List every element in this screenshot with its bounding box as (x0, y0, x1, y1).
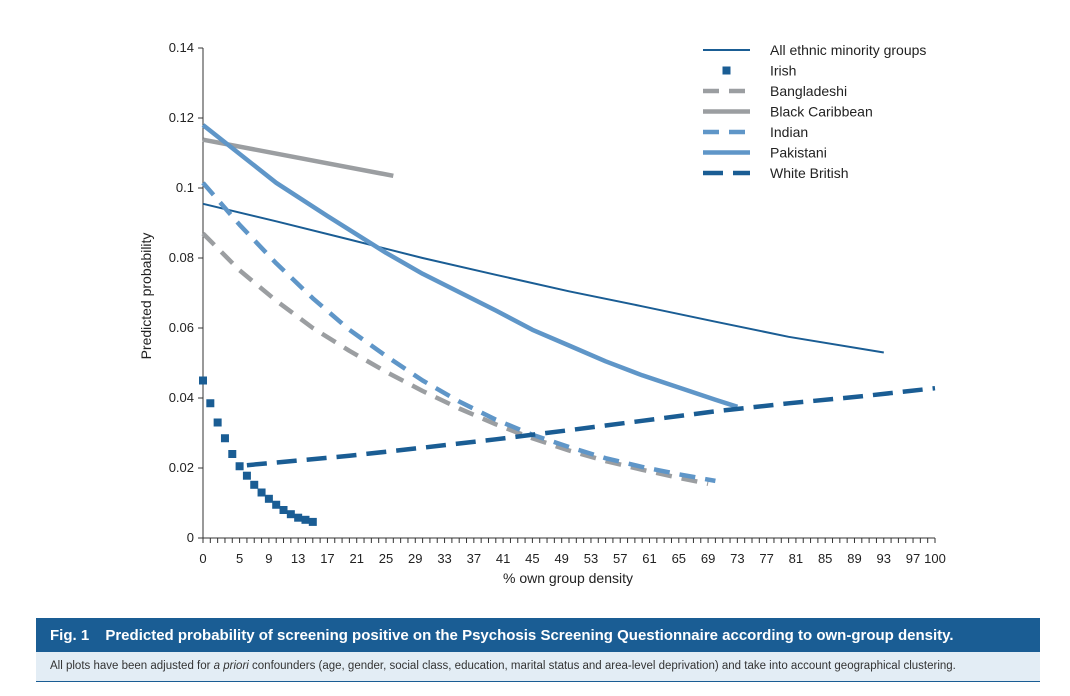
x-tick-label: 73 (730, 551, 744, 566)
data-point (242, 471, 251, 480)
x-tick-label: 33 (437, 551, 451, 566)
series-2 (201, 231, 709, 487)
x-tick-label: 5 (236, 551, 243, 566)
x-tick-label: 100 (924, 551, 946, 566)
y-tick-label: 0.04 (169, 390, 194, 405)
y-tick-label: 0.08 (169, 250, 194, 265)
data-point (235, 462, 244, 471)
x-tick-label: 57 (613, 551, 627, 566)
figure-note-italic: a priori (213, 660, 249, 672)
y-axis-label: Predicted probability (138, 233, 154, 360)
x-tick-label: 25 (379, 551, 393, 566)
y-tick-label: 0.06 (169, 320, 194, 335)
data-point (206, 399, 215, 408)
legend-item: Pakistani (703, 145, 827, 161)
data-point (220, 434, 229, 443)
figure-title: Predicted probability of screening posit… (105, 627, 954, 644)
x-tick-label: 97 (906, 551, 920, 566)
legend-swatch (722, 66, 731, 75)
figure-note: All plots have been adjusted for a prior… (36, 652, 1040, 682)
series-4 (201, 181, 716, 484)
x-tick-label: 37 (467, 551, 481, 566)
legend: All ethnic minority groups Irish Banglades… (703, 42, 926, 181)
x-tick-label: 45 (525, 551, 539, 566)
legend-label: Black Caribbean (770, 104, 873, 120)
legend-label: Bangladeshi (770, 83, 847, 99)
data-point (257, 488, 266, 497)
series-line (246, 385, 936, 468)
data-point (228, 450, 237, 458)
series-5 (201, 123, 739, 409)
x-tick-label: 81 (789, 551, 803, 566)
data-point (308, 517, 317, 526)
legend-item: Indian (703, 124, 808, 140)
legend-item: Irish (722, 63, 796, 79)
x-tick-label: 89 (847, 551, 861, 566)
figure-note-after: confounders (age, gender, social class, … (248, 660, 956, 672)
legend-label: White British (770, 165, 849, 181)
data-point (286, 510, 295, 519)
data-point (301, 515, 310, 524)
series-3 (202, 137, 394, 179)
data-point (213, 418, 222, 427)
data-point (294, 513, 303, 522)
x-tick-label: 49 (554, 551, 568, 566)
axes: 0 0.02 0.04 0.06 0.08 0.1 0.12 0.14 0 5 9 13 17 21 25 2… (169, 40, 946, 566)
x-tick-label: 17 (320, 551, 334, 566)
x-tick-label: 41 (496, 551, 510, 566)
y-tick-label: 0 (187, 530, 194, 545)
series-line (202, 202, 884, 354)
data-point (279, 506, 288, 514)
figure-caption-bar: Fig. 1 Predicted probability of screenin… (36, 618, 1040, 652)
y-tick-label: 0.14 (169, 40, 194, 55)
legend-label: Indian (770, 124, 808, 140)
x-tick-label: 85 (818, 551, 832, 566)
figure-label: Fig. 1 (50, 627, 90, 644)
y-tick-label: 0.1 (176, 180, 194, 195)
series-line (201, 123, 739, 409)
legend-label: Irish (770, 63, 796, 79)
x-tick-label: 65 (672, 551, 686, 566)
x-tick-label: 53 (584, 551, 598, 566)
x-tick-label: 77 (759, 551, 773, 566)
series-1 (199, 376, 317, 526)
x-tick-label: 93 (877, 551, 891, 566)
x-tick-label: 21 (349, 551, 363, 566)
legend-label: All ethnic minority groups (770, 42, 926, 58)
legend-item: Bangladeshi (703, 83, 847, 99)
data-point (264, 494, 273, 503)
x-tick-label: 9 (265, 551, 272, 566)
legend-item: All ethnic minority groups (703, 42, 926, 58)
legend-label: Pakistani (770, 145, 827, 161)
x-tick-label: 69 (701, 551, 715, 566)
data-point (250, 480, 259, 489)
x-tick-label: 0 (199, 551, 206, 566)
y-tick-label: 0.12 (169, 110, 194, 125)
series-6 (246, 385, 936, 468)
x-tick-label: 13 (291, 551, 305, 566)
x-tick-label: 29 (408, 551, 422, 566)
figure-note-before: All plots have been adjusted for (50, 660, 214, 672)
series-line (201, 181, 716, 484)
series-layer (199, 123, 936, 526)
x-tick-label: 61 (642, 551, 656, 566)
data-point (272, 500, 281, 509)
y-tick-label: 0.02 (169, 460, 194, 475)
chart: 0 0.02 0.04 0.06 0.08 0.1 0.12 0.14 0 5 9 13 17 21 25 2… (138, 40, 946, 586)
x-axis-label: % own group density (503, 570, 633, 586)
data-point (199, 376, 207, 385)
legend-item: Black Caribbean (703, 104, 873, 120)
series-line (201, 231, 709, 487)
series-0 (202, 202, 884, 354)
legend-item: White British (703, 165, 849, 181)
series-line (202, 137, 394, 179)
